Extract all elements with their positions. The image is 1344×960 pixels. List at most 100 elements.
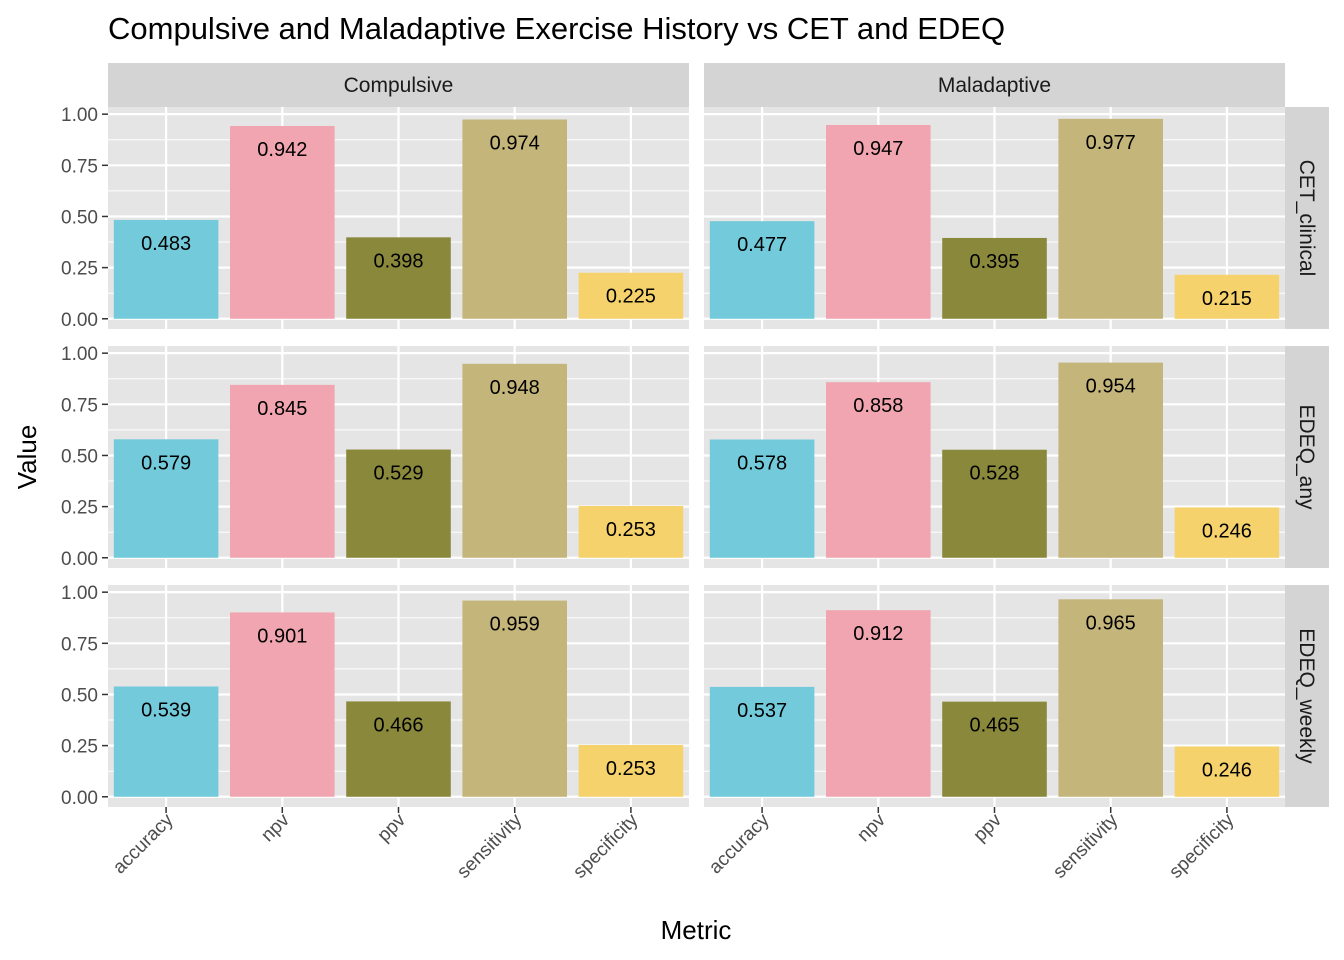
data-label: 0.858 — [853, 395, 903, 417]
data-label: 0.395 — [969, 251, 1019, 273]
bar-accuracy — [113, 439, 219, 558]
bar-specificity — [578, 506, 684, 558]
data-label: 0.977 — [1086, 132, 1136, 154]
y-tick-label: 1.00 — [61, 105, 98, 126]
y-tick-label: 0.00 — [61, 310, 98, 331]
data-label: 0.578 — [737, 453, 787, 475]
facet-strip-column — [704, 63, 1285, 107]
bar-accuracy — [113, 686, 219, 797]
x-tick-label: ppv — [970, 809, 1007, 846]
data-label: 0.246 — [1202, 520, 1252, 542]
y-tick-label: 1.00 — [61, 583, 98, 604]
facet-panel: 0.579 0.845 0.529 0.948 0.253 0.00 0.25 0.50 0.7… — [61, 344, 689, 570]
data-label: 0.901 — [257, 625, 307, 647]
bar-accuracy — [113, 219, 219, 319]
bar-npv — [230, 384, 335, 558]
bar-sensitivity — [1058, 599, 1163, 797]
chart-title: Compulsive and Maladaptive Exercise Hist… — [108, 11, 1005, 46]
bar-sensitivity — [462, 363, 567, 558]
data-label: 0.579 — [141, 452, 191, 474]
data-label: 0.845 — [257, 398, 307, 420]
y-tick-label: 0.50 — [61, 685, 98, 706]
bar-ppv — [346, 237, 451, 319]
data-label: 0.225 — [606, 286, 656, 308]
bar-npv — [826, 382, 931, 558]
bar-ppv — [942, 449, 1047, 558]
bar-sensitivity — [462, 600, 567, 797]
y-tick-label: 0.25 — [61, 737, 98, 758]
y-tick-label: 1.00 — [61, 344, 98, 365]
data-label: 0.942 — [257, 139, 307, 161]
facet-strip-column-label: Compulsive — [344, 74, 454, 97]
facet-panel: 0.539 0.901 0.466 0.959 0.253 0.00 0.25 0.50 0.7… — [61, 583, 689, 883]
y-tick-label: 0.25 — [61, 259, 98, 280]
data-label: 0.965 — [1086, 612, 1136, 634]
bar-specificity — [1174, 274, 1280, 319]
bar-sensitivity — [1058, 118, 1163, 319]
data-label: 0.465 — [969, 715, 1019, 737]
facet-strip-row — [1285, 107, 1329, 329]
data-label: 0.253 — [606, 758, 656, 780]
bar-sensitivity — [462, 119, 567, 319]
data-label: 0.215 — [1202, 288, 1252, 310]
x-tick-label: npv — [257, 809, 294, 846]
facet-strip-column-label: Maladaptive — [938, 74, 1051, 97]
bar-specificity — [578, 272, 684, 319]
y-tick-label: 0.00 — [61, 788, 98, 809]
data-label: 0.959 — [490, 614, 540, 636]
bar-ppv — [346, 449, 451, 558]
bar-specificity — [1174, 746, 1280, 797]
x-tick-label: npv — [853, 809, 890, 846]
x-tick-label: sensitivity — [453, 809, 526, 882]
bar-specificity — [1174, 507, 1280, 558]
data-label: 0.466 — [373, 714, 423, 736]
facet-strip-column — [108, 63, 689, 107]
bar-ppv — [942, 701, 1047, 797]
y-tick-label: 0.75 — [61, 156, 98, 177]
bar-accuracy — [709, 221, 815, 319]
facet-strip-row — [1285, 585, 1329, 807]
bar-npv — [826, 610, 931, 797]
bar-accuracy — [709, 439, 815, 558]
data-label: 0.477 — [737, 234, 787, 256]
data-label: 0.528 — [969, 463, 1019, 485]
data-label: 0.483 — [141, 233, 191, 255]
data-label: 0.529 — [373, 463, 423, 485]
bar-npv — [826, 125, 931, 319]
bar-ppv — [942, 237, 1047, 319]
y-tick-label: 0.50 — [61, 446, 98, 467]
x-tick-label: sensitivity — [1049, 809, 1122, 882]
bar-accuracy — [709, 686, 815, 797]
facet-strip-row-label: CET_clinical — [1295, 160, 1318, 277]
facet-panel: 0.578 0.858 0.528 0.954 0.246 — [704, 346, 1285, 568]
y-tick-label: 0.25 — [61, 498, 98, 519]
facet-panel: 0.537 0.912 0.465 0.965 0.246 accuracy npv ppv s… — [704, 585, 1285, 883]
data-label: 0.398 — [373, 250, 423, 272]
data-label: 0.253 — [606, 519, 656, 541]
bar-npv — [230, 126, 335, 319]
bar-npv — [230, 612, 335, 797]
x-tick-label: specificity — [1165, 809, 1238, 882]
data-label: 0.947 — [853, 138, 903, 160]
x-tick-label: accuracy — [109, 809, 178, 878]
data-label: 0.912 — [853, 623, 903, 645]
y-tick-label: 0.75 — [61, 395, 98, 416]
y-tick-label: 0.00 — [61, 549, 98, 570]
y-axis-title: Value — [12, 425, 42, 490]
bar-ppv — [346, 701, 451, 797]
facet-panel: 0.483 0.942 0.398 0.974 0.225 0.00 0.25 0.50 0.7… — [61, 105, 689, 331]
x-tick-label: specificity — [569, 809, 642, 882]
y-tick-label: 0.50 — [61, 207, 98, 228]
facet-grid: Compulsive Maladaptive CET_clinical EDEQ_an… — [61, 63, 1329, 883]
data-label: 0.948 — [490, 377, 540, 399]
data-label: 0.246 — [1202, 759, 1252, 781]
data-label: 0.954 — [1086, 376, 1136, 398]
bar-sensitivity — [1058, 362, 1163, 558]
x-tick-label: accuracy — [705, 809, 774, 878]
data-label: 0.539 — [141, 699, 191, 721]
x-axis-title: Metric — [661, 915, 732, 945]
y-tick-label: 0.75 — [61, 634, 98, 655]
data-label: 0.974 — [490, 132, 540, 154]
facet-strip-row — [1285, 346, 1329, 568]
